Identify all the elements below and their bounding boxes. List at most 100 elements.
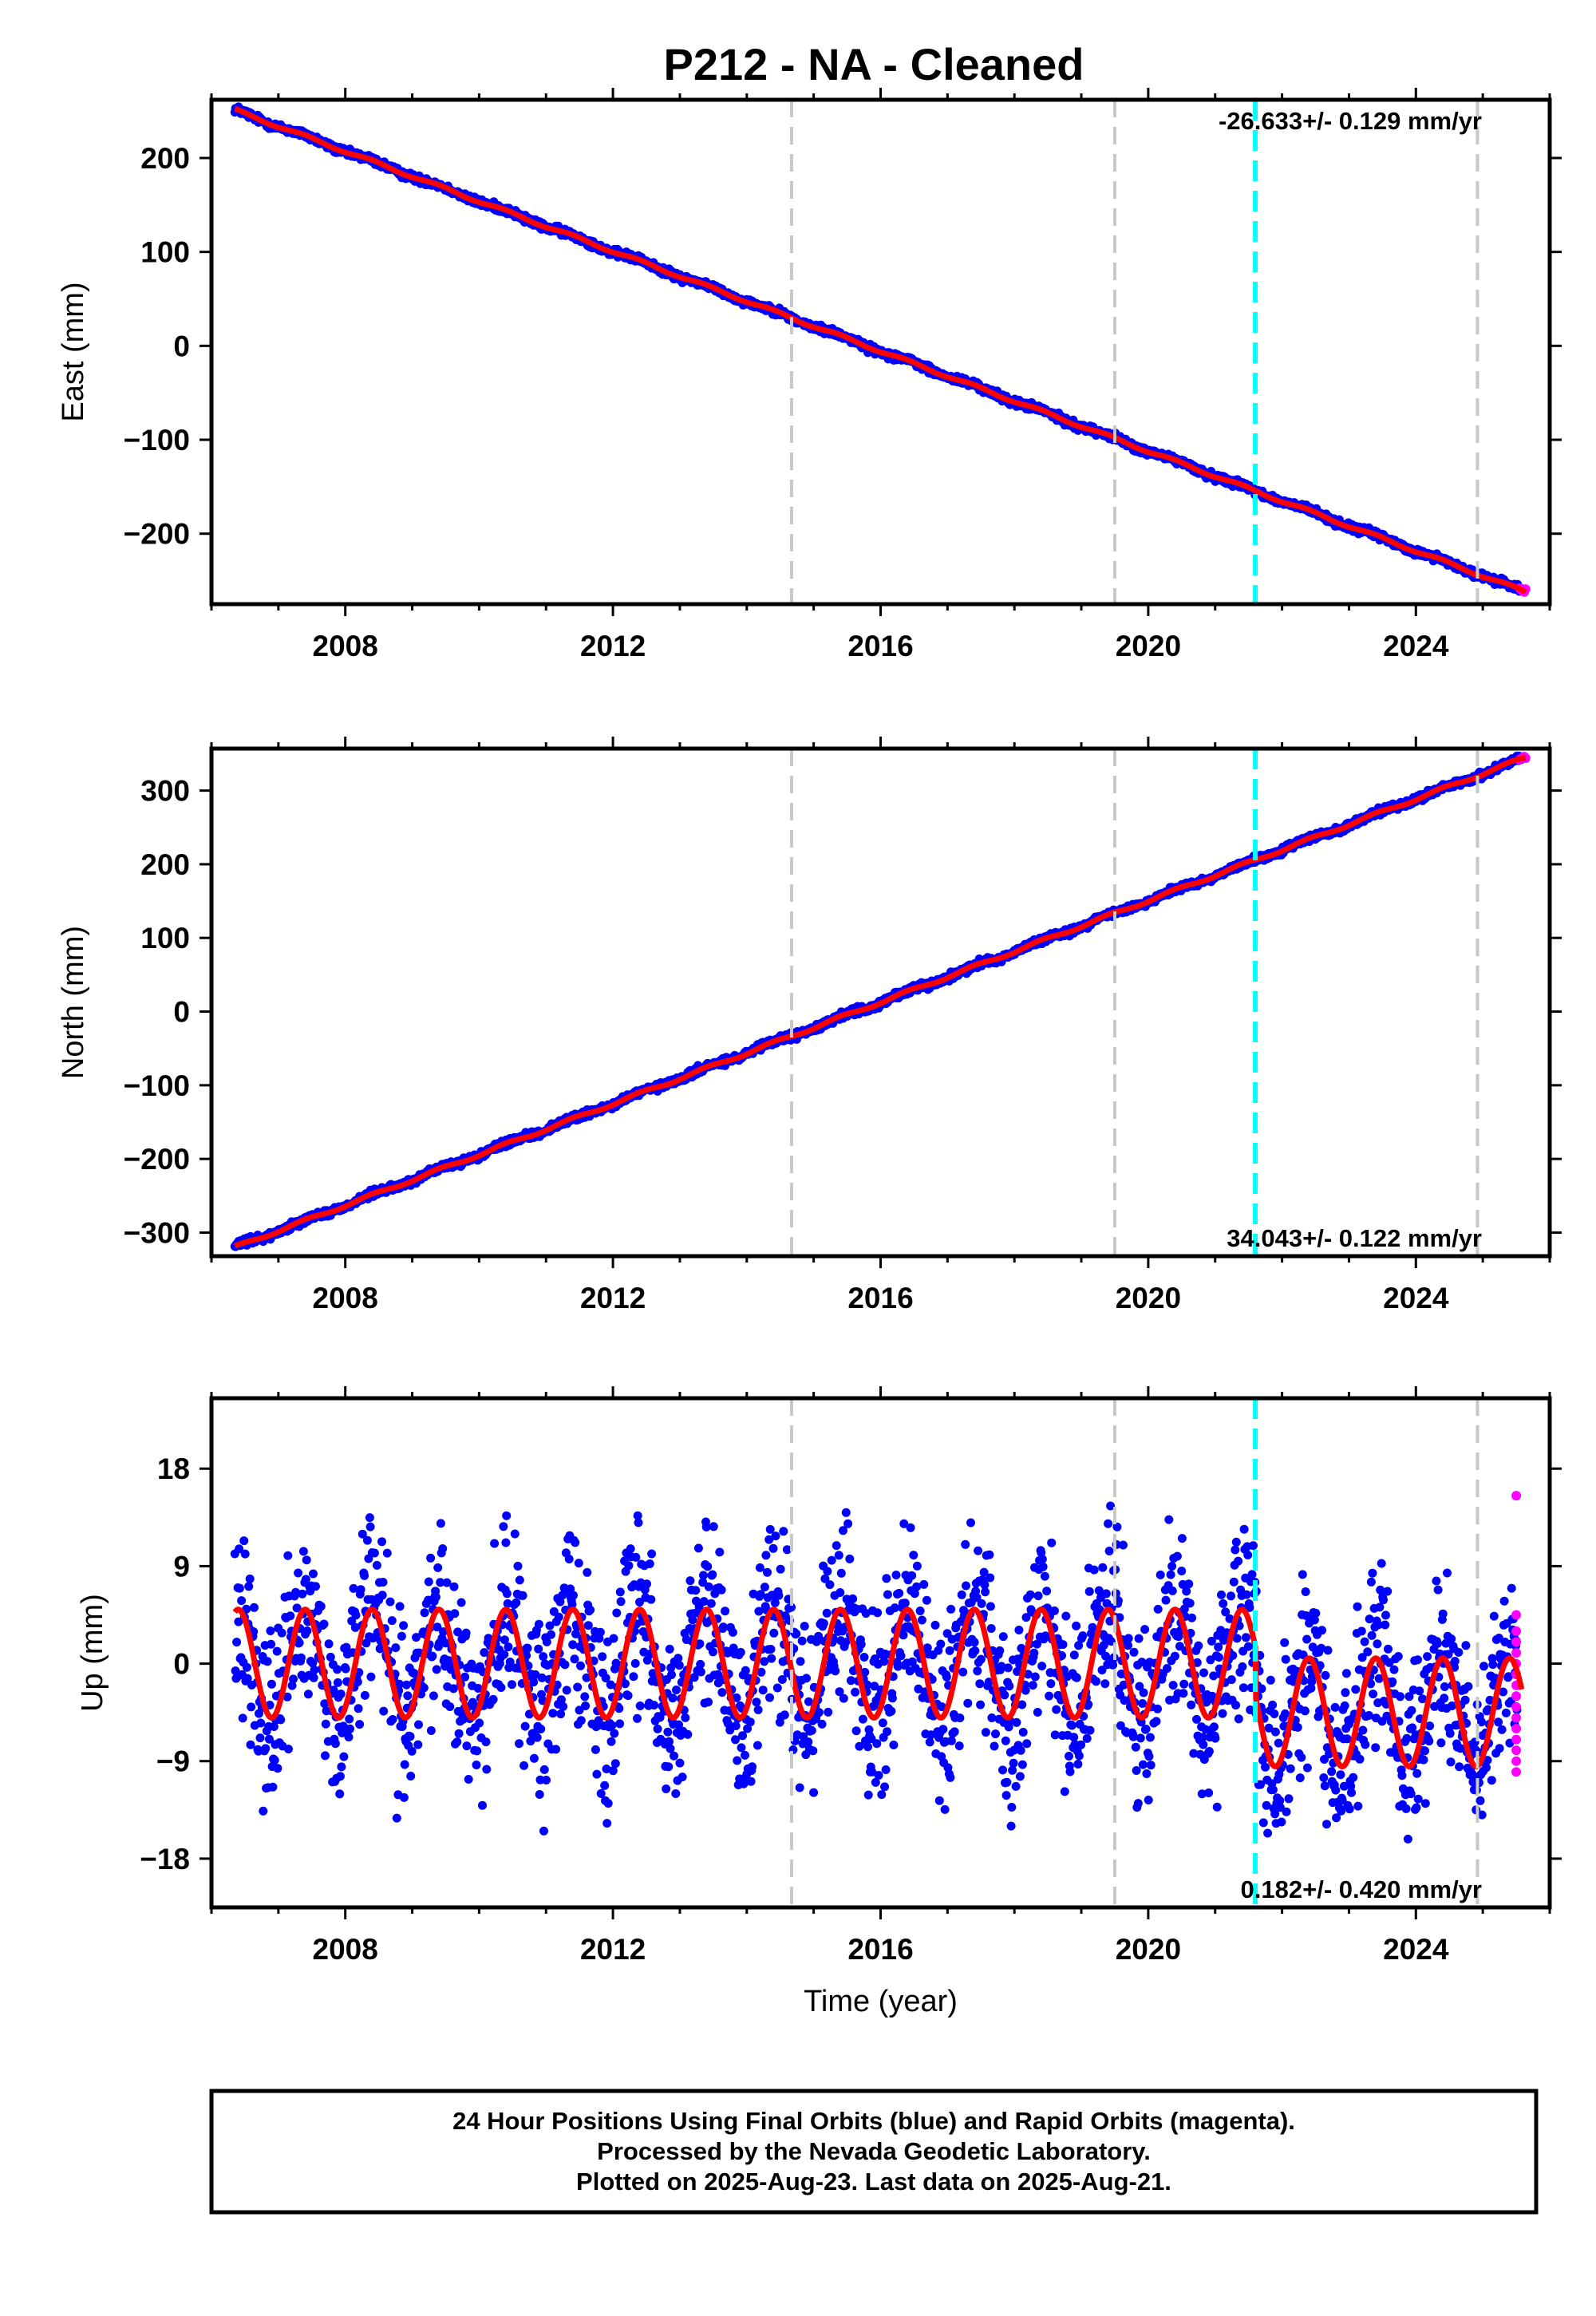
data-point xyxy=(289,1674,298,1684)
data-point xyxy=(428,1651,437,1661)
data-point xyxy=(255,1733,265,1743)
data-point xyxy=(500,1650,509,1659)
data-point xyxy=(501,1538,511,1547)
data-point xyxy=(515,1739,523,1749)
data-point xyxy=(337,1762,346,1772)
data-point xyxy=(460,1672,470,1682)
data-point xyxy=(452,1737,462,1747)
data-point xyxy=(432,1665,441,1674)
y-tick-label: −300 xyxy=(124,1216,190,1249)
data-point xyxy=(512,1598,521,1607)
data-point xyxy=(379,1706,389,1716)
data-point xyxy=(395,1602,405,1611)
data-point xyxy=(445,1702,455,1711)
data-point xyxy=(242,1662,251,1672)
data-point xyxy=(296,1653,306,1662)
data-point xyxy=(515,1575,524,1585)
data-point xyxy=(405,1732,415,1741)
data-point xyxy=(267,1679,276,1689)
north-panel: 2008 2012 2016 2020 2024−300−200−10001002003… xyxy=(57,737,1562,1314)
data-point xyxy=(539,1826,548,1836)
data-point xyxy=(478,1800,487,1810)
data-point xyxy=(272,1646,282,1656)
data-point xyxy=(240,1549,250,1559)
data-point xyxy=(247,1702,256,1712)
y-tick-label: 100 xyxy=(140,922,190,954)
data-point xyxy=(276,1715,286,1725)
data-point xyxy=(462,1741,472,1751)
data-point xyxy=(520,1721,530,1731)
x-tick-label: 2024 xyxy=(1383,630,1449,662)
data-point xyxy=(388,1715,397,1724)
east-panel: 2008 2012 2016 2020 2024−200−1000100200East … xyxy=(57,88,1562,662)
plot-area xyxy=(230,1398,1525,1907)
data-point xyxy=(461,1628,471,1638)
data-point xyxy=(502,1511,512,1520)
data-point xyxy=(335,1772,345,1781)
data-point xyxy=(532,1733,542,1742)
data-point xyxy=(256,1718,266,1728)
data-point xyxy=(387,1616,397,1626)
data-point xyxy=(547,1630,555,1639)
data-point xyxy=(238,1713,247,1723)
data-point xyxy=(537,1673,547,1682)
x-tick-label: 2012 xyxy=(580,1282,646,1314)
data-point xyxy=(438,1544,448,1553)
data-point xyxy=(294,1638,304,1647)
data-point xyxy=(529,1753,539,1763)
data-point xyxy=(286,1611,295,1621)
data-point xyxy=(399,1792,409,1802)
data-point xyxy=(277,1628,286,1638)
data-point xyxy=(244,1582,254,1591)
data-point xyxy=(548,1709,558,1718)
data-point xyxy=(403,1691,413,1701)
data-point xyxy=(237,1596,247,1606)
data-point xyxy=(496,1683,506,1692)
data-point xyxy=(559,1701,568,1711)
data-point xyxy=(267,1639,276,1649)
data-point xyxy=(377,1537,386,1547)
data-point xyxy=(268,1782,278,1792)
data-point xyxy=(369,1548,379,1558)
data-point xyxy=(556,1709,566,1719)
data-point xyxy=(454,1729,464,1738)
data-point xyxy=(355,1720,365,1729)
data-point xyxy=(490,1539,500,1548)
data-point xyxy=(261,1744,271,1753)
y-tick-label: 0 xyxy=(173,330,190,362)
x-tick-label: 2024 xyxy=(1383,1282,1449,1314)
data-point xyxy=(534,1644,543,1654)
data-point xyxy=(346,1724,354,1733)
data-point xyxy=(539,1652,548,1662)
data-point xyxy=(407,1746,417,1756)
data-point xyxy=(235,1583,244,1593)
data-point xyxy=(535,1790,544,1799)
plot-area xyxy=(230,100,1531,604)
data-point xyxy=(324,1639,334,1649)
data-point xyxy=(326,1652,335,1662)
data-point xyxy=(419,1683,429,1693)
data-point xyxy=(554,1612,563,1622)
data-point xyxy=(341,1664,350,1674)
data-point xyxy=(504,1642,513,1652)
data-point xyxy=(449,1582,459,1591)
data-point xyxy=(250,1603,259,1612)
x-tick-label: 2020 xyxy=(1116,1282,1181,1314)
data-point xyxy=(319,1619,329,1629)
data-point xyxy=(456,1598,466,1607)
data-point xyxy=(426,1553,436,1563)
data-point xyxy=(298,1589,307,1599)
data-point xyxy=(378,1578,388,1587)
data-point xyxy=(344,1733,354,1742)
data-point xyxy=(406,1772,416,1780)
x-tick-label: 2016 xyxy=(847,630,913,662)
data-point xyxy=(303,1690,313,1699)
data-point xyxy=(499,1522,508,1531)
data-point xyxy=(518,1591,527,1600)
data-point xyxy=(481,1737,491,1747)
data-point xyxy=(426,1726,436,1735)
data-point xyxy=(366,1672,376,1682)
data-point xyxy=(413,1740,423,1749)
data-point xyxy=(534,1619,543,1629)
